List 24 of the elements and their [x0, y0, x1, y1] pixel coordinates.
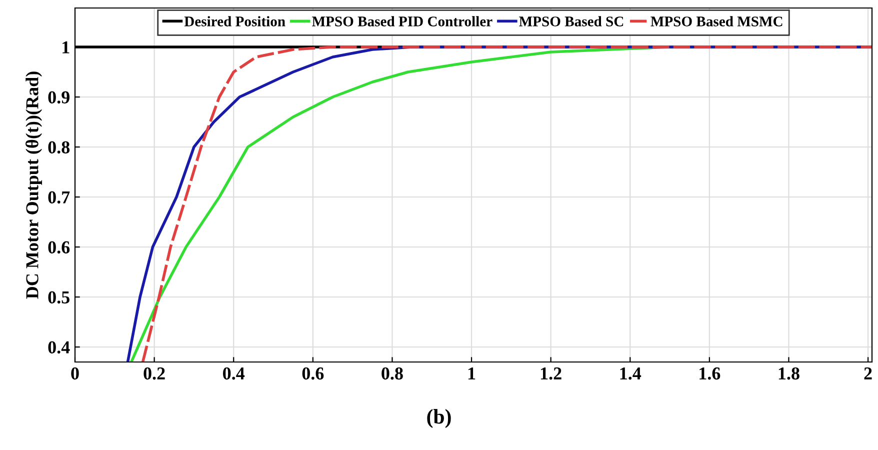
- y-tick-label: 0.5: [48, 291, 70, 304]
- x-tick-label: 0.6: [302, 367, 324, 380]
- x-tick-label: 1: [468, 367, 476, 380]
- x-tick-label: 1.4: [620, 367, 642, 380]
- y-tick-label: 1: [62, 41, 70, 54]
- y-tick-label: 0.7: [48, 191, 70, 204]
- x-tick-label: 1.6: [700, 367, 720, 380]
- y-tick-label: 0.8: [48, 141, 70, 154]
- x-tick-label: 0.8: [382, 367, 403, 380]
- x-tick-label: 1.8: [778, 367, 800, 380]
- legend-label: MPSO Based MSMC: [650, 16, 782, 26]
- x-tick-label: 2: [864, 367, 872, 380]
- legend-label: Desired Position: [184, 16, 286, 26]
- x-tick-label: 1.2: [540, 367, 562, 380]
- x-tick-label: 0.2: [144, 367, 165, 380]
- text: (b): [427, 409, 451, 428]
- x-tick-label: 0.4: [223, 367, 245, 380]
- x-tick-label: 0: [71, 367, 79, 380]
- y-tick-label: 0.6: [48, 241, 70, 254]
- y-tick-label: 0.4: [48, 341, 70, 354]
- legend-label: MPSO Based SC: [519, 16, 624, 26]
- legend-label: MPSO Based PID Controller: [312, 16, 492, 26]
- y-axis-title: DC Motor Output (θ(t))(Rad): [26, 72, 42, 299]
- y-tick-label: 0.9: [48, 91, 70, 104]
